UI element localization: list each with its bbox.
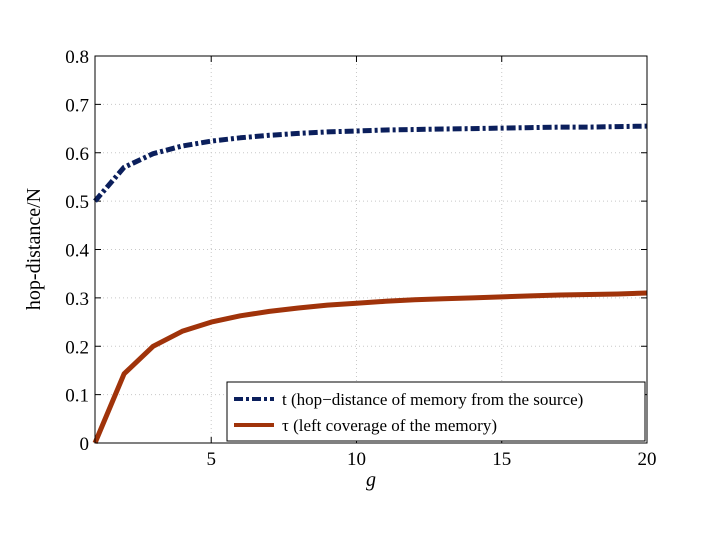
legend-label-t: t (hop−distance of memory from the sourc… [282,390,583,409]
legend-box [226,381,646,442]
x-tick-labels: 5 10 15 20 [206,449,656,470]
x-tick-label: 20 [638,449,657,470]
y-axis-label: hop-distance/N [23,188,45,310]
y-tick-label: 0.2 [65,337,89,358]
y-tick-label: 0.8 [65,47,89,68]
legend-label-tau: τ (left coverage of the memory) [282,416,497,435]
y-tick-label: 0.3 [65,289,89,310]
x-axis-label: g [366,469,376,491]
x-tick-label: 5 [206,449,216,470]
y-tick-label: 0 [80,434,90,455]
series-lines [92,123,648,444]
y-tick-label: 0.1 [65,386,89,407]
y-tick-labels: 0 0.1 0.2 0.3 0.4 0.5 0.6 0.7 0.8 [65,47,89,455]
x-tick-label: 15 [492,449,511,470]
plot-frame [94,55,648,444]
y-tick-label: 0.5 [65,192,89,213]
legend: t (hop−distance of memory from the sourc… [226,381,646,442]
y-tick-label: 0.7 [65,95,89,116]
x-tick-label: 10 [347,449,366,470]
series-line-tau [92,290,648,444]
y-tick-label: 0.4 [65,241,89,262]
y-tick-label: 0.6 [65,144,89,165]
series-line-t [93,123,648,203]
